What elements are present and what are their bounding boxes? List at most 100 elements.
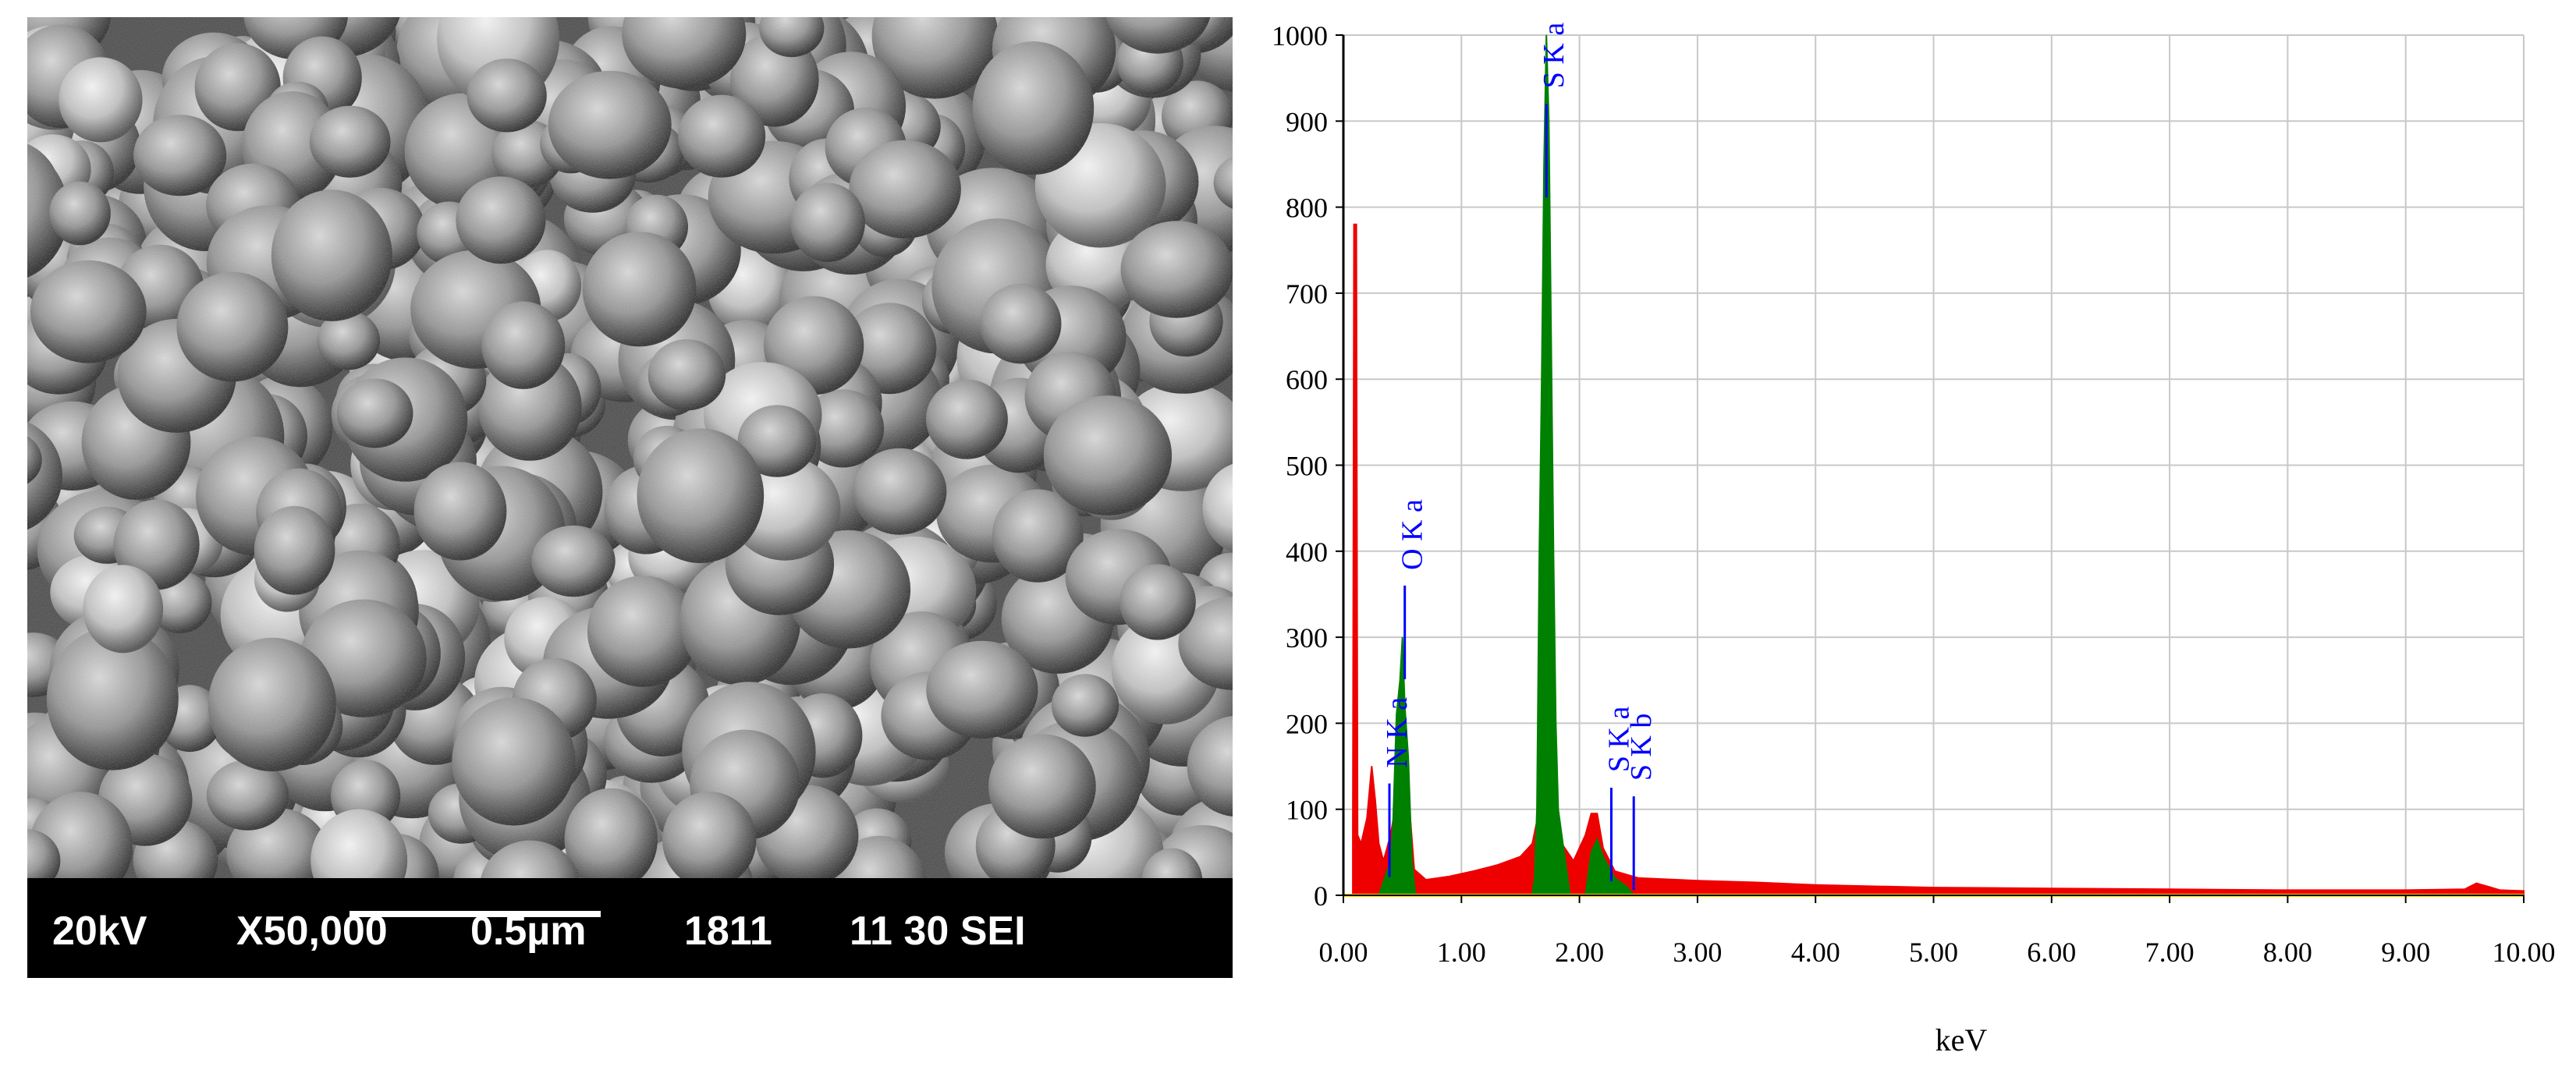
spectrum-point	[2476, 883, 2477, 884]
spectrum-point	[1357, 834, 1358, 836]
spectrum-point	[1697, 880, 1698, 881]
sem-particle	[176, 271, 289, 382]
spectrum-point	[1596, 813, 1598, 814]
sem-particle	[133, 115, 227, 197]
sem-particle	[548, 70, 672, 179]
element-marker-label: O K a	[1396, 499, 1429, 570]
spectrum-point	[2464, 888, 2465, 890]
x-tick-label: 7.00	[2145, 937, 2195, 968]
sem-particle	[206, 760, 289, 831]
sem-particle	[208, 637, 336, 772]
sem-micrograph-image	[27, 17, 1233, 878]
y-tick-label: 700	[1286, 278, 1328, 310]
image-code-label: 1811	[684, 909, 772, 954]
sem-particle	[59, 57, 143, 143]
spectrum-point	[1637, 877, 1639, 879]
spectrum-point	[1496, 864, 1498, 866]
x-tick-label: 0.00	[1319, 937, 1368, 968]
sem-particle	[467, 58, 547, 133]
sem-particle	[27, 829, 61, 878]
sem-particle	[271, 190, 392, 321]
chart-annotations: O K aN K aS K aS K aS K b	[1381, 23, 1658, 891]
date-mode-label: 11 30 SEI	[850, 909, 1026, 954]
sem-particle	[336, 378, 413, 448]
spectrum-point	[2051, 887, 2053, 889]
sem-particle	[587, 576, 699, 687]
sem-particle	[972, 41, 1095, 175]
spectrum-point	[1356, 224, 1357, 225]
y-tick-label: 0	[1314, 880, 1328, 912]
spectrum-point	[1396, 714, 1397, 715]
sem-particle	[531, 525, 616, 597]
spectrum-point	[2405, 889, 2407, 891]
sem-particle	[1043, 395, 1173, 515]
sem-particle	[871, 17, 999, 99]
spectrum-point	[1407, 757, 1409, 758]
x-tick-label: 8.00	[2263, 937, 2312, 968]
spectrum-point	[1614, 877, 1616, 879]
sem-particle	[1051, 674, 1119, 737]
x-axis-title: keV	[1936, 1022, 1988, 1058]
sem-particle	[1213, 156, 1233, 209]
sem-particle	[456, 176, 546, 264]
scale-bar	[349, 911, 601, 917]
voltage-label: 20kV	[52, 909, 147, 954]
sem-particle	[662, 792, 757, 878]
sem-particle	[622, 17, 747, 89]
sem-particle	[1119, 564, 1196, 640]
sem-particle	[481, 301, 566, 389]
sem-particle	[49, 181, 111, 246]
sem-particle	[317, 310, 381, 370]
spectrum-point	[1584, 834, 1586, 836]
chart-grid	[1343, 34, 2525, 896]
sem-particle	[413, 462, 507, 561]
element-marker-label: N K a	[1381, 697, 1414, 768]
y-tick-label: 600	[1286, 364, 1328, 395]
sem-particle	[452, 697, 576, 826]
sem-particle	[481, 840, 580, 878]
spectrum-point	[1543, 164, 1545, 165]
spectrum-point	[1378, 843, 1379, 845]
x-tick-label: 3.00	[1673, 937, 1722, 968]
sem-particle	[1187, 716, 1233, 817]
sem-particle	[83, 565, 164, 654]
sem-particle	[30, 260, 147, 363]
y-tick-label: 100	[1286, 795, 1328, 826]
y-tick-label: 1000	[1272, 20, 1328, 51]
x-tick-label: 5.00	[1909, 937, 1958, 968]
spectrum-point	[1531, 843, 1533, 845]
y-tick-label: 800	[1286, 193, 1328, 224]
sem-particle	[310, 809, 408, 878]
sem-particle	[564, 788, 658, 878]
sem-particle	[759, 17, 825, 58]
sem-particle	[254, 505, 335, 595]
sem-particle	[678, 94, 766, 178]
spectrum-point	[1536, 809, 1538, 810]
spectrum-point	[1404, 705, 1406, 707]
spectrum-point	[1402, 636, 1403, 638]
y-tick-label: 400	[1286, 537, 1328, 568]
x-tick-label: 2.00	[1555, 937, 1604, 968]
sem-particle	[648, 339, 726, 411]
x-tick-label: 10.00	[2493, 937, 2556, 968]
sem-particle	[925, 379, 1008, 459]
element-marker-label: S K a	[1538, 23, 1570, 89]
sem-particle	[46, 627, 179, 771]
y-tick-label: 300	[1286, 622, 1328, 654]
chart-axes: 0.00 1.00 2.00 3.00 4.00 5.00 6.00 7.00 8.00 9.00…	[1272, 20, 2556, 968]
spectrum-point	[1382, 860, 1384, 862]
y-tick-label: 500	[1286, 451, 1328, 482]
spectrum-point	[1449, 876, 1450, 877]
sem-particle	[1202, 463, 1233, 553]
spectrum-point	[1550, 335, 1552, 337]
scale-bar-label: 0.5µm	[470, 909, 587, 954]
y-tick-label: 200	[1286, 708, 1328, 739]
spectrum-point	[1602, 856, 1604, 857]
spectrum-point	[1756, 882, 1757, 883]
sem-particle	[637, 428, 765, 563]
spectrum-point	[1933, 887, 1934, 888]
sem-micrograph-panel: 20kV X50,000 0.5µm 1811 11 30 SEI	[27, 17, 1233, 978]
spectrum-point	[1564, 860, 1566, 862]
x-tick-label: 6.00	[2027, 937, 2076, 968]
sem-particle	[849, 140, 961, 239]
